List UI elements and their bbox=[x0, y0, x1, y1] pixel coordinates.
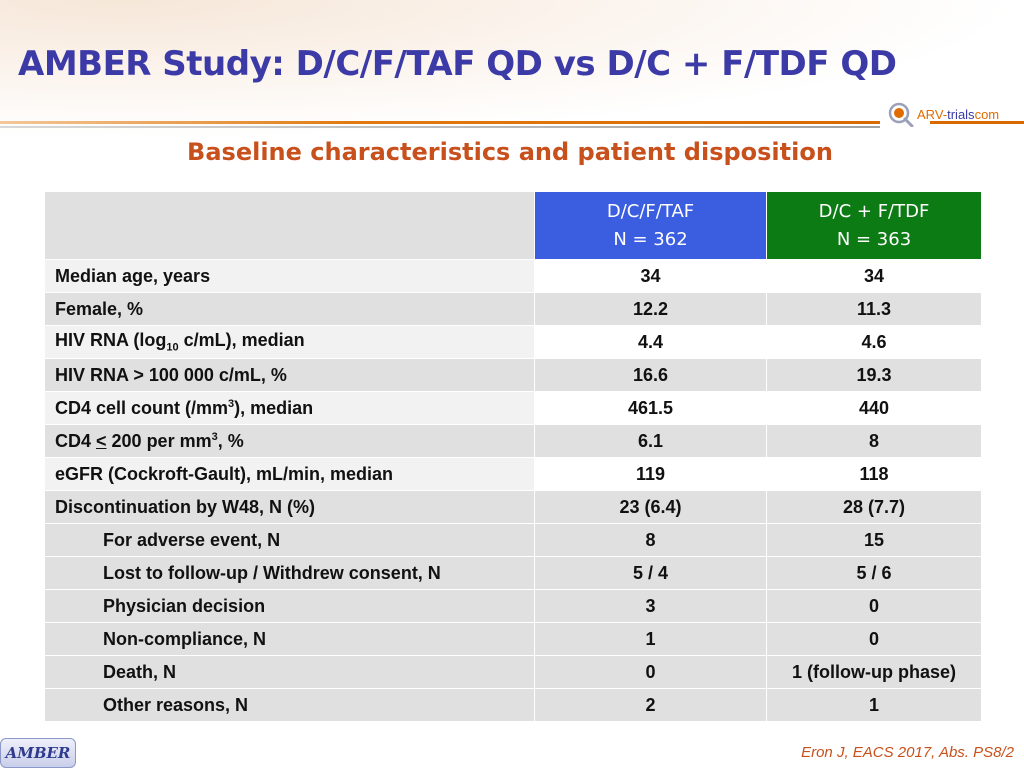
row-value-dcftaf: 8 bbox=[534, 523, 767, 557]
table-row: Non-compliance, N 1 0 bbox=[44, 622, 982, 656]
row-value-dcftdf: 118 bbox=[766, 457, 982, 491]
row-label: Non-compliance, N bbox=[44, 622, 535, 656]
row-value-dcftaf: 23 (6.4) bbox=[534, 490, 767, 524]
table-row: Median age, years 34 34 bbox=[44, 259, 982, 293]
row-value-dcftdf: 1 bbox=[766, 688, 982, 722]
table-row: CD4 < 200 per mm3, % 6.1 8 bbox=[44, 424, 982, 458]
title-rule-tail bbox=[930, 121, 1024, 124]
title-rule-orange bbox=[0, 121, 880, 124]
title-rule-grey bbox=[0, 126, 880, 128]
row-value-dcftdf: 28 (7.7) bbox=[766, 490, 982, 524]
row-label: eGFR (Cockroft-Gault), mL/min, median bbox=[44, 457, 535, 491]
row-value-dcftdf: 5 / 6 bbox=[766, 556, 982, 590]
column-n: N = 362 bbox=[613, 228, 688, 250]
row-value-dcftdf: 8 bbox=[766, 424, 982, 458]
row-value-dcftaf: 3 bbox=[534, 589, 767, 623]
table-row: For adverse event, N 8 15 bbox=[44, 523, 982, 557]
row-value-dcftdf: 4.6 bbox=[766, 325, 982, 359]
row-label: HIV RNA (log10 c/mL), median bbox=[44, 325, 535, 359]
citation: Eron J, EACS 2017, Abs. PS8/2 bbox=[801, 744, 1014, 761]
table-header-blank bbox=[44, 191, 535, 260]
row-value-dcftdf: 15 bbox=[766, 523, 982, 557]
arv-trials-logo-text: ARV-trialscom bbox=[917, 106, 1000, 122]
row-value-dcftaf: 119 bbox=[534, 457, 767, 491]
row-label: HIV RNA > 100 000 c/mL, % bbox=[44, 358, 535, 392]
row-value-dcftdf: 11.3 bbox=[766, 292, 982, 326]
row-value-dcftaf: 2 bbox=[534, 688, 767, 722]
table-row: CD4 cell count (/mm3), median 461.5 440 bbox=[44, 391, 982, 425]
row-value-dcftaf: 4.4 bbox=[534, 325, 767, 359]
arv-trials-logo-icon bbox=[888, 102, 914, 127]
row-label: Other reasons, N bbox=[44, 688, 535, 722]
row-value-dcftdf: 19.3 bbox=[766, 358, 982, 392]
row-value-dcftaf: 461.5 bbox=[534, 391, 767, 425]
table-header-dcftdf: D/C + F/TDF N = 363 bbox=[766, 191, 982, 260]
row-value-dcftdf: 34 bbox=[766, 259, 982, 293]
row-value-dcftaf: 34 bbox=[534, 259, 767, 293]
row-label: Female, % bbox=[44, 292, 535, 326]
header-background bbox=[0, 0, 1024, 140]
row-label: Discontinuation by W48, N (%) bbox=[44, 490, 535, 524]
row-value-dcftaf: 6.1 bbox=[534, 424, 767, 458]
amber-badge[interactable]: AMBER bbox=[0, 738, 76, 768]
row-value-dcftaf: 1 bbox=[534, 622, 767, 656]
table-row: Lost to follow-up / Withdrew consent, N … bbox=[44, 556, 982, 590]
row-label: Median age, years bbox=[44, 259, 535, 293]
slide-subtitle: Baseline characteristics and patient dis… bbox=[187, 138, 833, 166]
row-label: CD4 < 200 per mm3, % bbox=[44, 424, 535, 458]
row-value-dcftdf: 0 bbox=[766, 589, 982, 623]
row-value-dcftaf: 5 / 4 bbox=[534, 556, 767, 590]
table-header-dcftaf: D/C/F/TAF N = 362 bbox=[534, 191, 767, 260]
row-value-dcftaf: 0 bbox=[534, 655, 767, 689]
table-row: Other reasons, N 2 1 bbox=[44, 688, 982, 722]
row-value-dcftdf: 0 bbox=[766, 622, 982, 656]
arv-trials-logo: ARV-trialscom bbox=[888, 100, 1016, 128]
table-row: Physician decision 3 0 bbox=[44, 589, 982, 623]
table-row: Death, N 0 1 (follow-up phase) bbox=[44, 655, 982, 689]
table-row: HIV RNA (log10 c/mL), median 4.4 4.6 bbox=[44, 325, 982, 359]
column-n: N = 363 bbox=[836, 228, 912, 250]
row-label: Physician decision bbox=[44, 589, 535, 623]
table-header-row: D/C/F/TAF N = 362 D/C + F/TDF N = 363 bbox=[44, 191, 982, 260]
table-row: eGFR (Cockroft-Gault), mL/min, median 11… bbox=[44, 457, 982, 491]
baseline-table: D/C/F/TAF N = 362 D/C + F/TDF N = 363 Me… bbox=[44, 191, 982, 722]
row-label: CD4 cell count (/mm3), median bbox=[44, 391, 535, 425]
row-label: Lost to follow-up / Withdrew consent, N bbox=[44, 556, 535, 590]
row-value-dcftdf: 1 (follow-up phase) bbox=[766, 655, 982, 689]
table-row: HIV RNA > 100 000 c/mL, % 16.6 19.3 bbox=[44, 358, 982, 392]
row-value-dcftaf: 12.2 bbox=[534, 292, 767, 326]
column-name: D/C/F/TAF bbox=[606, 200, 695, 222]
row-label: For adverse event, N bbox=[44, 523, 535, 557]
row-value-dcftaf: 16.6 bbox=[534, 358, 767, 392]
slide-title: AMBER Study: D/C/F/TAF QD vs D/C + F/TDF… bbox=[18, 44, 897, 84]
row-label: Death, N bbox=[44, 655, 535, 689]
table-row: Discontinuation by W48, N (%) 23 (6.4) 2… bbox=[44, 490, 982, 524]
row-value-dcftdf: 440 bbox=[766, 391, 982, 425]
column-name: D/C + F/TDF bbox=[818, 200, 930, 222]
table-row: Female, % 12.2 11.3 bbox=[44, 292, 982, 326]
